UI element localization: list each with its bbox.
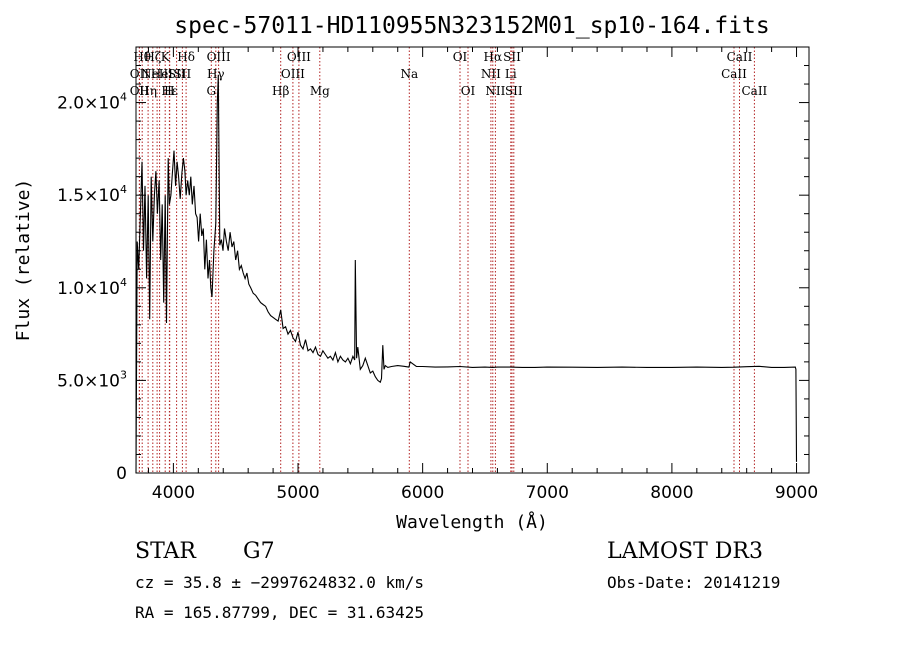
y-tick-label: 1.0×104: [57, 276, 127, 299]
x-tick-label: 5000: [276, 483, 319, 503]
redshift-line: cz = 35.8 ± −2997624832.0 km/s: [135, 573, 424, 592]
x-axis-ticks: 4000 5000 6000 7000 8000 9000: [147, 47, 818, 503]
line-marker-label-layer: HθOIIOIIHηHζNeIIIHeKHHεSIIHδSIIGHγOIIIHβ…: [130, 50, 768, 98]
coordinates-line: RA = 165.87799, DEC = 31.63425: [135, 603, 424, 622]
line-marker-label: He: [151, 67, 169, 81]
x-tick-label: 9000: [775, 483, 818, 503]
line-marker-label: Hγ: [207, 67, 225, 81]
line-marker-layer: [138, 47, 755, 473]
line-marker-label: Hζ: [144, 50, 161, 64]
spectrum-line: [135, 74, 798, 474]
survey-name: LAMOST DR3: [607, 539, 763, 564]
line-marker-label: OII: [130, 84, 150, 98]
line-marker-label: OII: [130, 67, 150, 81]
line-marker-label: Mg: [310, 84, 330, 98]
x-tick-label: 4000: [152, 483, 195, 503]
line-marker-label: NeIII: [141, 67, 173, 81]
line-marker-label: Hθ: [133, 50, 151, 64]
line-marker-label: CaII: [721, 67, 747, 81]
y-tick-label: 1.5×104: [57, 183, 127, 206]
line-marker-label: H: [164, 84, 174, 98]
x-tick-label: 7000: [526, 483, 569, 503]
line-marker-label: OIII: [287, 50, 311, 64]
line-marker-label: Hη: [139, 84, 157, 98]
line-marker-label: K: [161, 50, 171, 64]
y-tick-label: 2.0×104: [57, 91, 127, 114]
line-marker-label: OIII: [281, 67, 305, 81]
line-marker-label: OIII: [207, 50, 231, 64]
line-marker-label: Li: [505, 67, 517, 81]
object-subclass: G7: [243, 539, 275, 564]
line-marker-label: G: [207, 84, 217, 98]
line-marker-label: Na: [400, 67, 418, 81]
line-marker-label: SII: [505, 84, 523, 98]
plot-frame: [135, 46, 810, 474]
line-marker-label: OI: [461, 84, 476, 98]
y-tick-label: 0: [116, 464, 127, 484]
line-marker-label: CaII: [727, 50, 753, 64]
line-marker-label: SII: [503, 50, 521, 64]
x-axis-title: Wavelength (Å): [396, 511, 548, 533]
line-marker-label: CaII: [741, 84, 767, 98]
line-marker-label: SII: [168, 67, 186, 81]
info-panel: STAR G7 LAMOST DR3 cz = 35.8 ± −29976248…: [135, 539, 780, 622]
line-marker-label: Hδ: [177, 50, 195, 64]
line-marker-label: NII: [485, 84, 505, 98]
line-marker-label: SII: [174, 67, 192, 81]
line-marker-label: Hα: [484, 50, 503, 64]
x-tick-label: 8000: [650, 483, 693, 503]
y-axis-title: Flux (relative): [13, 179, 34, 342]
line-marker-label: Hβ: [272, 84, 289, 98]
object-class: STAR: [135, 539, 197, 564]
obs-date: Obs-Date: 20141219: [607, 573, 780, 592]
y-tick-label: 5.0×103: [57, 368, 127, 391]
x-tick-label: 6000: [401, 483, 444, 503]
chart-title: spec-57011-HD110955N323152M01_sp10-164.f…: [174, 13, 769, 39]
y-axis-ticks: 0 5.0×103 1.0×104 1.5×104 2.0×104: [57, 65, 809, 484]
line-marker-label: OI: [453, 50, 468, 64]
line-marker-label: Hε: [161, 84, 178, 98]
line-marker-label: NII: [481, 67, 501, 81]
